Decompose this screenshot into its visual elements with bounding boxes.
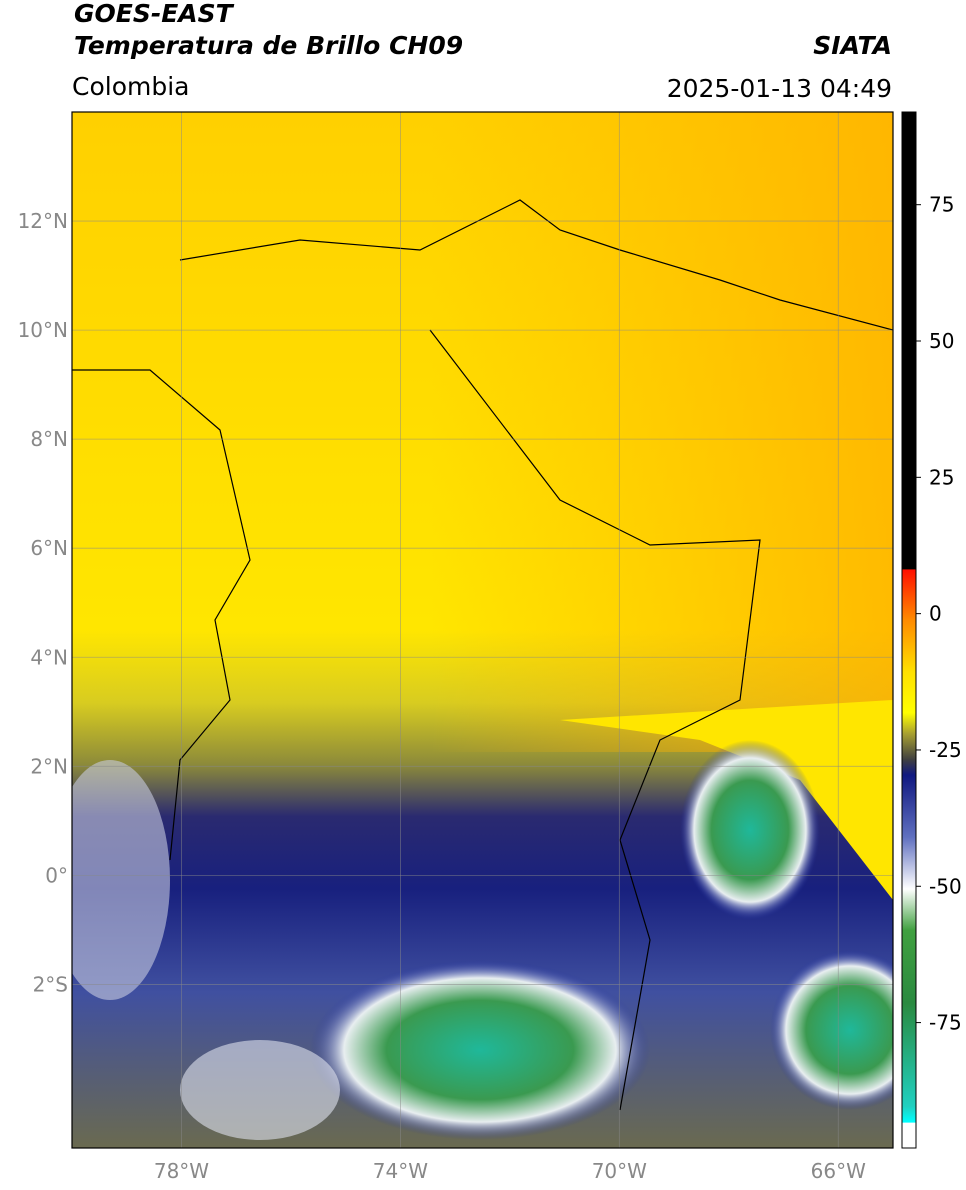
lon-label: 66°W [811, 1159, 866, 1183]
colorbar-label: 75 [929, 193, 954, 217]
lon-label: 70°W [592, 1159, 647, 1183]
colorbar-label: -50 [929, 874, 962, 898]
colorbar [901, 111, 917, 1149]
region: Colombia [72, 72, 189, 101]
brand: SIATA [813, 31, 892, 60]
title: GOES-EAST [74, 0, 235, 28]
map-frame [71, 111, 894, 1149]
lat-label: 4°N [30, 645, 68, 669]
colorbar-label: -75 [929, 1011, 962, 1035]
lat-label: 2°N [30, 754, 68, 778]
lat-label: 6°N [30, 536, 68, 560]
lat-label: 8°N [30, 427, 68, 451]
coastline [72, 199, 893, 1111]
datetime: 2025-01-13 04:49 [667, 74, 892, 103]
lat-label: 0° [45, 863, 68, 887]
graticule [72, 112, 893, 1148]
colorbar-label: 50 [929, 329, 954, 353]
lon-label: 74°W [373, 1159, 428, 1183]
lat-label: 2°S [33, 972, 68, 996]
lat-label: 10°N [18, 318, 68, 342]
colorbar-label: 0 [929, 602, 942, 626]
lon-label: 78°W [154, 1159, 209, 1183]
lat-label: 12°N [18, 209, 68, 233]
subtitle: Temperatura de Brillo CH09 [74, 31, 463, 60]
colorbar-label: -25 [929, 738, 962, 762]
satellite-image [72, 112, 893, 1148]
colorbar-label: 25 [929, 465, 954, 489]
